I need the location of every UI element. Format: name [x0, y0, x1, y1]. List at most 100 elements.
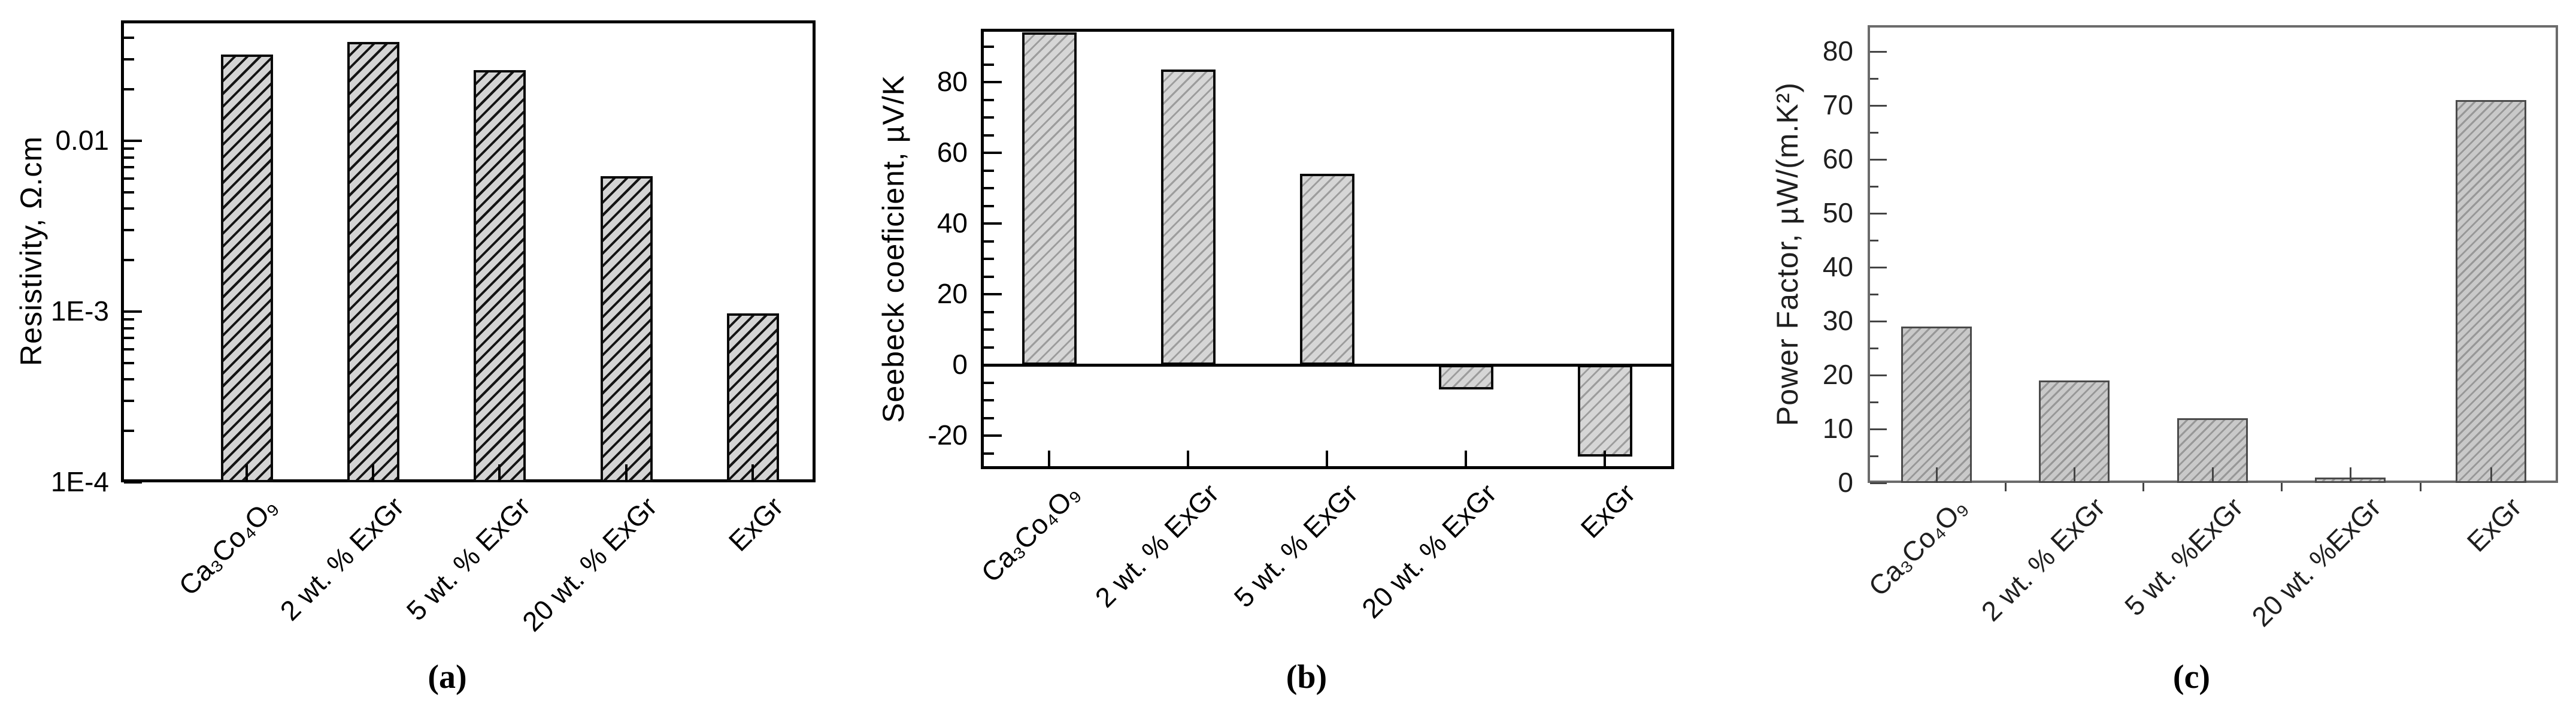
- y-tick-label: 60: [937, 137, 968, 168]
- y-minor-tick: [124, 259, 134, 262]
- y-minor-tick: [984, 452, 994, 455]
- x-tick-label: Ca₃Co₄O₉: [1862, 491, 1973, 602]
- x-tick: [2073, 467, 2075, 483]
- y-minor-tick: [984, 98, 994, 101]
- y-minor-tick: [124, 378, 134, 381]
- y-tick-label: 40: [937, 207, 968, 238]
- y-minor-tick: [984, 187, 994, 189]
- bar: [1022, 32, 1077, 365]
- y-major-tick: [1870, 104, 1887, 107]
- y-major-tick: [984, 222, 1002, 225]
- y-tick-label: 1E-4: [50, 466, 109, 497]
- y-minor-tick: [984, 346, 994, 349]
- x-tick: [2211, 467, 2214, 483]
- x-tick-label: ExGr: [2460, 491, 2527, 558]
- y-minor-tick: [1870, 239, 1878, 241]
- x-minor-tick: [2004, 483, 2007, 491]
- x-tick: [246, 464, 248, 482]
- bar: [1438, 365, 1493, 390]
- x-tick: [2490, 467, 2492, 483]
- x-tick: [2349, 467, 2351, 483]
- y-major-tick: [124, 310, 142, 313]
- y-tick-label: 0: [1838, 467, 1853, 498]
- bar: [1299, 174, 1354, 365]
- y-tick-label: 40: [1822, 251, 1853, 282]
- y-minor-tick: [984, 416, 994, 419]
- y-major-tick: [1870, 158, 1887, 161]
- y-tick-label: -20: [928, 419, 968, 451]
- bar: [347, 41, 399, 482]
- zero-line: [981, 364, 1674, 367]
- y-minor-tick: [124, 229, 134, 232]
- panel-caption: (a): [428, 658, 467, 696]
- y-minor-tick: [124, 58, 134, 61]
- x-tick: [1326, 451, 1328, 469]
- y-major-tick: [124, 140, 142, 142]
- y-minor-tick: [124, 207, 134, 210]
- bar: [473, 70, 526, 482]
- y-minor-tick: [984, 46, 994, 48]
- y-minor-tick: [984, 275, 994, 278]
- y-major-tick: [1870, 212, 1887, 215]
- x-tick: [372, 464, 374, 482]
- y-minor-tick: [124, 88, 134, 91]
- y-major-tick: [1870, 482, 1887, 484]
- y-minor-tick: [984, 204, 994, 207]
- x-minor-tick: [2420, 483, 2422, 491]
- x-tick-label: 20 wt. %ExGr: [2245, 491, 2387, 633]
- x-tick: [1465, 451, 1467, 469]
- y-tick-label: 1E-3: [50, 295, 109, 327]
- y-major-tick: [1870, 50, 1887, 53]
- y-tick-label: 10: [1822, 413, 1853, 444]
- y-minor-tick: [1870, 77, 1878, 80]
- y-minor-tick: [124, 400, 134, 403]
- x-minor-tick: [2280, 483, 2283, 491]
- y-major-tick: [1870, 266, 1887, 268]
- y-minor-tick: [124, 37, 134, 40]
- bar: [1160, 70, 1216, 365]
- y-minor-tick: [1870, 185, 1878, 188]
- y-minor-tick: [1870, 293, 1878, 295]
- y-major-tick: [1870, 374, 1887, 376]
- bar: [1901, 327, 1972, 483]
- y-minor-tick: [124, 337, 134, 340]
- x-tick: [498, 464, 501, 482]
- y-minor-tick: [984, 134, 994, 137]
- y-tick-label: 20: [1822, 359, 1853, 390]
- bar: [2456, 100, 2526, 483]
- y-minor-tick: [124, 327, 134, 330]
- y-minor-tick: [1870, 347, 1878, 349]
- y-minor-tick: [124, 191, 134, 194]
- y-minor-tick: [1870, 401, 1878, 403]
- y-minor-tick: [984, 169, 994, 172]
- y-minor-tick: [984, 381, 994, 384]
- y-tick-label: 0.01: [55, 125, 109, 156]
- x-tick: [625, 464, 628, 482]
- y-major-tick: [984, 434, 1002, 437]
- y-tick-label: 60: [1822, 143, 1853, 174]
- panel-caption: (c): [2172, 658, 2211, 696]
- bar: [726, 313, 779, 482]
- x-tick-label: 2 wt. % ExGr: [1975, 491, 2111, 627]
- y-minor-tick: [984, 63, 994, 66]
- y-tick-label: 80: [1822, 35, 1853, 67]
- y-major-tick: [1870, 428, 1887, 430]
- y-major-tick: [984, 81, 1002, 83]
- bar: [600, 176, 653, 482]
- y-minor-tick: [124, 318, 134, 321]
- x-minor-tick: [2142, 483, 2144, 491]
- y-major-tick: [124, 481, 142, 484]
- x-tick: [751, 464, 754, 482]
- y-tick-label: 70: [1822, 89, 1853, 120]
- y-minor-tick: [984, 328, 994, 331]
- y-minor-tick: [124, 361, 134, 364]
- y-minor-tick: [124, 177, 134, 180]
- y-minor-tick: [124, 348, 134, 351]
- y-minor-tick: [124, 156, 134, 159]
- y-minor-tick: [124, 430, 134, 433]
- bar: [1577, 365, 1632, 457]
